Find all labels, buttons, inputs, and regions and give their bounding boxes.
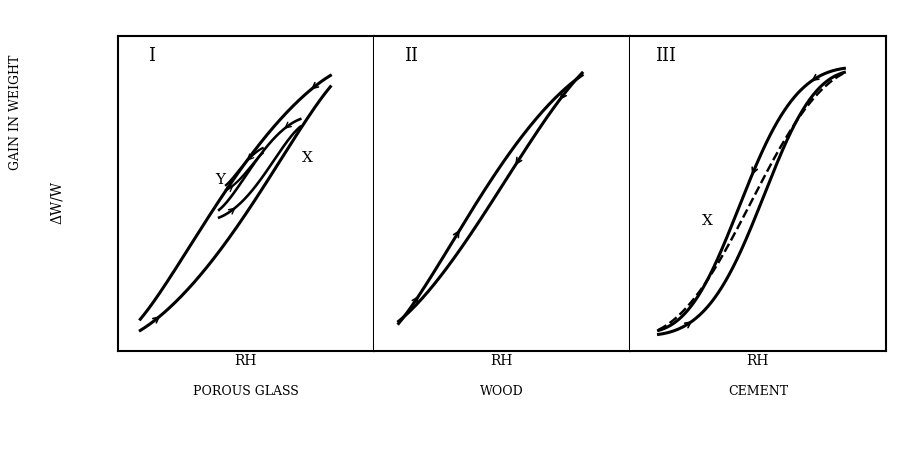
Text: X: X xyxy=(302,151,312,165)
Text: WOOD: WOOD xyxy=(479,385,523,398)
X-axis label: RH: RH xyxy=(490,354,512,368)
Text: CEMENT: CEMENT xyxy=(727,385,787,398)
Text: POROUS GLASS: POROUS GLASS xyxy=(192,385,298,398)
X-axis label: RH: RH xyxy=(234,354,256,368)
Text: III: III xyxy=(655,47,675,65)
Text: I: I xyxy=(148,47,155,65)
Text: X: X xyxy=(701,214,712,228)
Text: Y: Y xyxy=(215,173,225,187)
Text: II: II xyxy=(404,47,418,65)
Text: ΔW/W: ΔW/W xyxy=(50,181,63,224)
Text: GAIN IN WEIGHT: GAIN IN WEIGHT xyxy=(9,55,22,170)
X-axis label: RH: RH xyxy=(746,354,768,368)
